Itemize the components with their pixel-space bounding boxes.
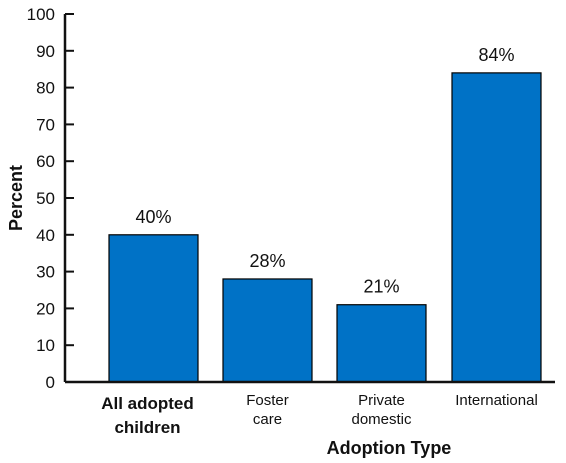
y-tick-label: 90 — [36, 42, 55, 61]
data-labels: 40% 28% 21% 84% — [135, 45, 514, 297]
y-tick-label: 80 — [36, 79, 55, 98]
y-axis-title: Percent — [6, 165, 26, 231]
category-label: All adopted children — [101, 394, 194, 437]
x-axis-title: Adoption Type — [327, 438, 452, 458]
data-label: 40% — [135, 207, 171, 227]
data-label: 28% — [249, 251, 285, 271]
bar — [108, 234, 199, 383]
y-tick-label: 20 — [36, 299, 55, 318]
y-tick-label: 0 — [46, 373, 55, 392]
category-label: Foster care — [246, 392, 289, 428]
y-tick-label: 10 — [36, 336, 55, 355]
y-tick-label: 30 — [36, 263, 55, 282]
category-label: International — [455, 392, 538, 409]
y-tick-label: 60 — [36, 152, 55, 171]
y-tick-label: 40 — [36, 226, 55, 245]
y-tick-label: 70 — [36, 115, 55, 134]
bar — [336, 304, 427, 383]
y-axis: 0 10 20 30 40 50 60 70 80 90 100 — [27, 5, 74, 392]
category-label: Private domestic — [351, 392, 412, 428]
bar — [222, 278, 313, 383]
y-tick-label: 100 — [27, 5, 55, 24]
data-label: 84% — [478, 45, 514, 65]
data-label: 21% — [363, 277, 399, 297]
bars — [108, 72, 542, 383]
y-tick-label: 50 — [36, 189, 55, 208]
bar — [451, 72, 542, 383]
category-labels: All adopted children Foster care Private dome… — [101, 392, 538, 437]
